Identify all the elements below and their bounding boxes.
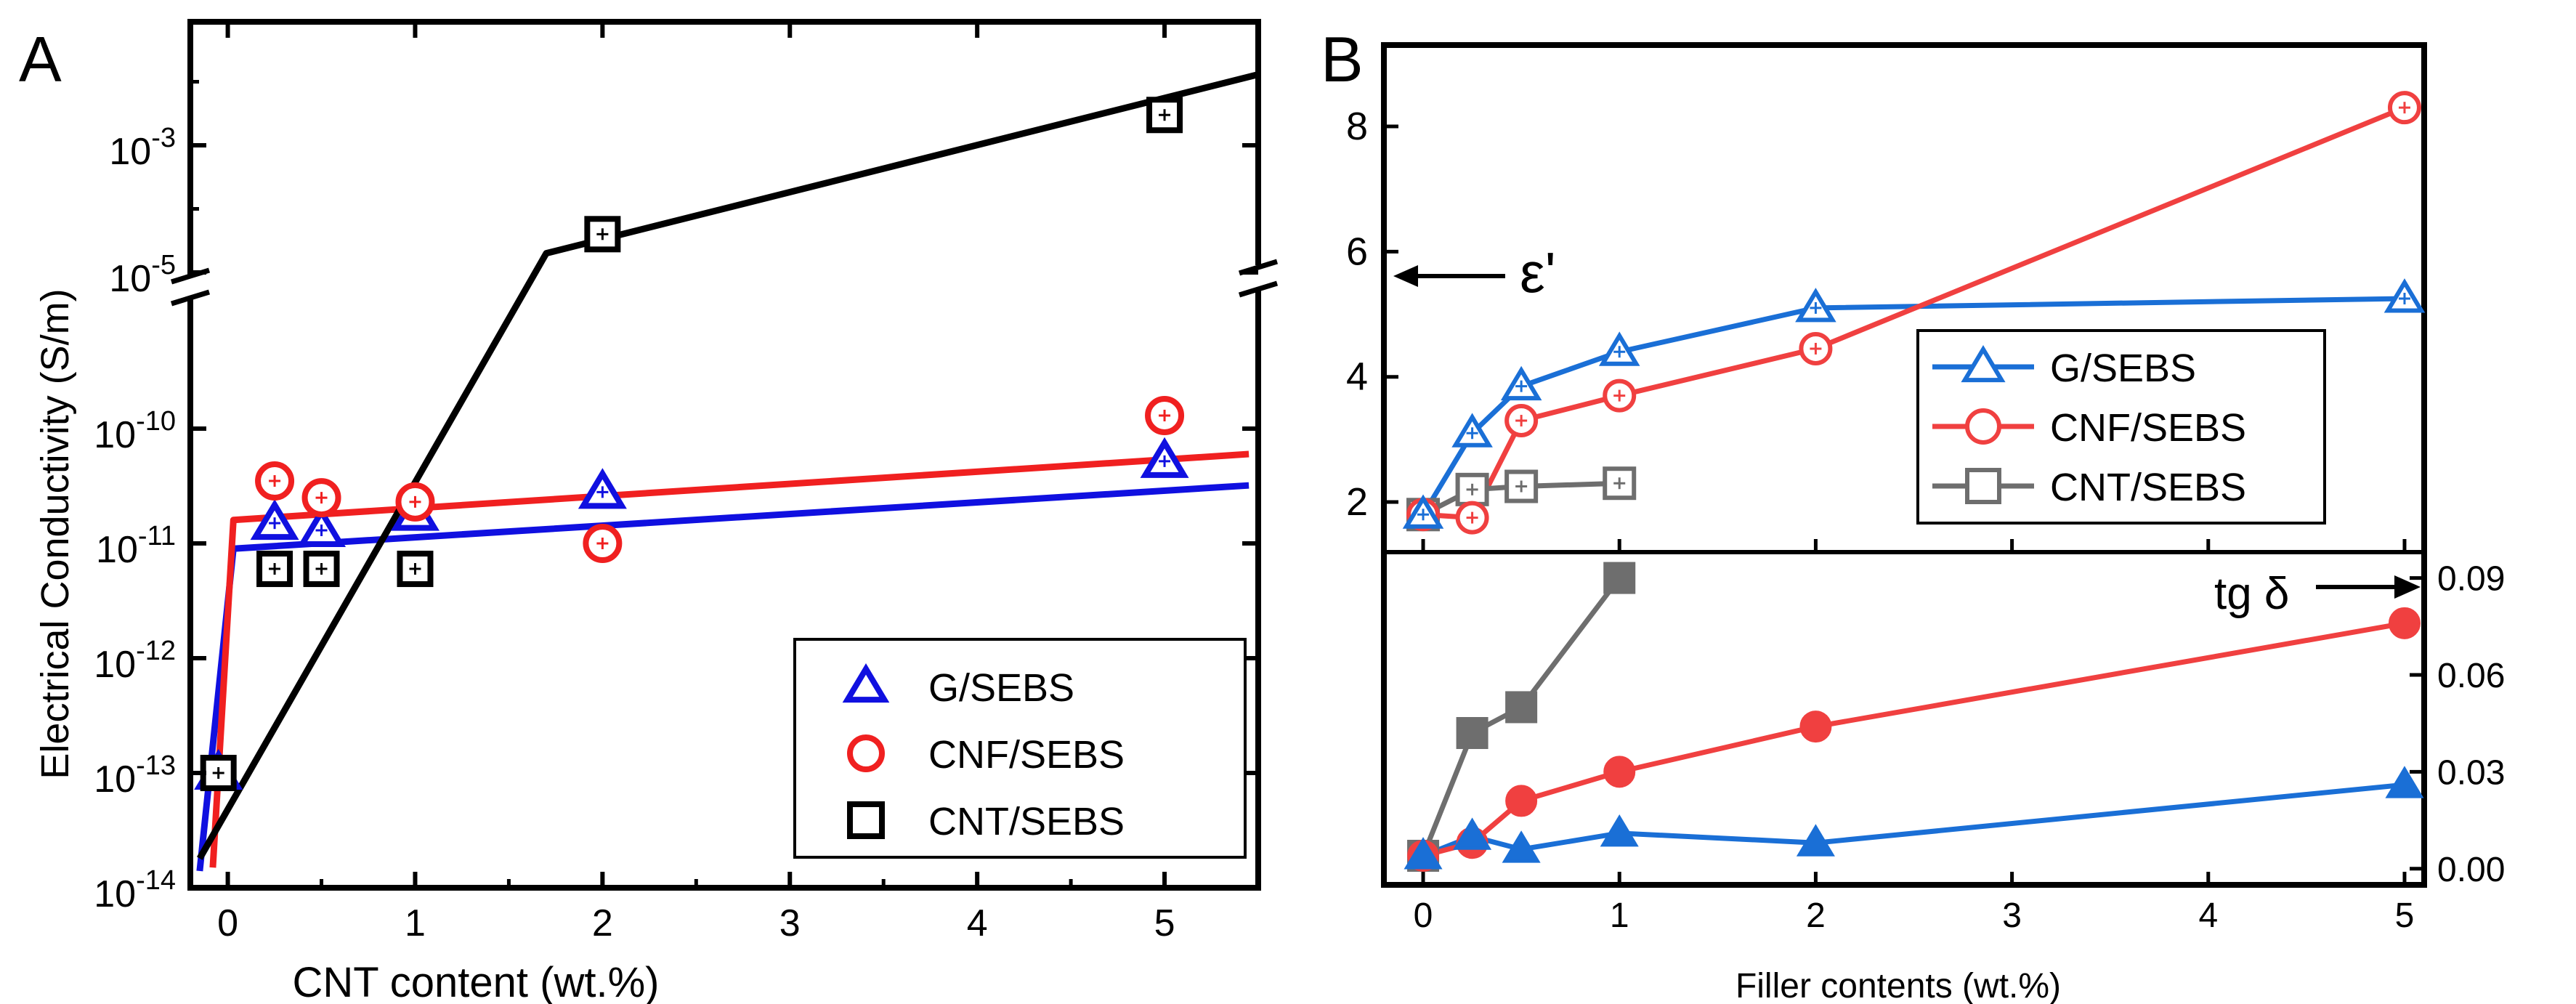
axis-break-mark — [170, 289, 211, 307]
tg-point-g-sebs — [1796, 824, 1835, 857]
legend-marker — [842, 663, 890, 703]
x-tick-label: 3 — [779, 902, 801, 944]
epsilon-arrow-annotation: ε' — [1393, 240, 1556, 304]
y-tick-label-left: 4 — [1346, 355, 1368, 399]
legend-marker — [1965, 408, 2001, 445]
y-tick-label: 10-12 — [94, 636, 176, 686]
tg-line-cnf-sebs — [1422, 620, 2405, 859]
y-tick-label: 10-5 — [109, 250, 176, 300]
tg-line-cnt-sebs — [1420, 576, 1622, 857]
tg-point-cnt-sebs — [1603, 562, 1636, 594]
panel-a-legend: G/SEBS CNF/SEBS CNT/SEBS — [793, 638, 1247, 859]
y-tick-label: 10-11 — [96, 521, 176, 571]
data-point-cnt-sebs — [1146, 97, 1183, 134]
y-tick-label-right: 0.09 — [2437, 560, 2505, 599]
tg-point-g-sebs — [1502, 830, 1541, 863]
eps-line-cnt-sebs — [1422, 480, 1620, 517]
x-tick-label: 0 — [1414, 896, 1433, 935]
y-tick-label: 10-10 — [94, 406, 176, 456]
x-tick-label: 3 — [2002, 896, 2022, 935]
legend-label: CNF/SEBS — [928, 733, 1125, 777]
x-tick-label: 2 — [592, 902, 613, 944]
epsilon-label: ε' — [1520, 240, 1556, 304]
panel-a-label: A — [19, 23, 62, 95]
y-tick-label-left: 6 — [1346, 230, 1368, 273]
panel-b-x-axis-title: Filler contents (wt.%) — [1735, 967, 2061, 1004]
tg-point-cnf-sebs — [1505, 785, 1538, 817]
y-tick-label: 10-13 — [94, 750, 176, 801]
legend-label: G/SEBS — [928, 666, 1074, 710]
tg-delta-label: tg δ — [2214, 569, 2289, 619]
x-tick-label: 2 — [1806, 896, 1826, 935]
tg-point-g-sebs — [1600, 814, 1639, 847]
legend-marker — [847, 801, 885, 839]
x-tick-label: 5 — [1154, 902, 1175, 944]
fit-line-cnt-sebs — [196, 71, 1260, 860]
panel-b-label: B — [1321, 23, 1364, 95]
x-tick-label: 1 — [1610, 896, 1629, 935]
data-point-cnt-sebs — [584, 216, 621, 253]
panel-a-x-axis-title: CNT content (wt.%) — [293, 959, 660, 1004]
tg-point-cnt-sebs — [1456, 717, 1489, 750]
y-tick-label-right: 0.00 — [2437, 851, 2505, 889]
tg-point-g-sebs — [2385, 766, 2424, 798]
y-tick-label-left: 2 — [1346, 480, 1368, 524]
tg-point-cnt-sebs — [1505, 691, 1538, 724]
tg-point-cnf-sebs — [1603, 756, 1636, 788]
eps-point-cnt-sebs — [1603, 466, 1637, 501]
legend-marker — [1961, 344, 2006, 383]
tg-point-cnf-sebs — [1799, 711, 1832, 743]
x-tick-label: 1 — [405, 902, 426, 944]
tg-delta-arrow-annotation: tg δ — [2214, 569, 2421, 619]
x-tick-label: 4 — [2198, 896, 2218, 935]
panel-b-legend: G/SEBS CNF/SEBS CNT/SEBS — [1916, 329, 2326, 525]
tg-point-cnf-sebs — [2388, 607, 2421, 639]
y-tick-label-right: 0.03 — [2437, 753, 2505, 792]
x-tick-label: 0 — [217, 902, 238, 944]
axis-break-mark — [1238, 280, 1279, 298]
legend-label: CNT/SEBS — [928, 800, 1125, 843]
legend-marker — [1965, 468, 2001, 504]
x-tick-label: 5 — [2395, 896, 2415, 935]
y-tick-label-right: 0.06 — [2437, 657, 2505, 695]
tg-line-g-sebs — [1422, 782, 2405, 859]
panel-a: A 0 1 2 3 4 5 10-14 10-13 10-12 10-11 10-10 10-5 10-… — [19, 19, 1279, 1004]
legend-label: CNF/SEBS — [2050, 406, 2246, 450]
eps-point-cnt-sebs — [1504, 469, 1539, 503]
y-tick-label: 10-3 — [109, 123, 176, 173]
tg-point-g-sebs — [1453, 817, 1492, 850]
y-tick-label: 10-14 — [94, 865, 176, 915]
legend-label: CNT/SEBS — [2050, 466, 2246, 509]
x-tick-label: 4 — [967, 902, 988, 944]
legend-label: G/SEBS — [2050, 347, 2196, 390]
panel-a-y-axis-title: Electrical Conductivity (S/m) — [33, 288, 77, 779]
panel-b-frame — [1381, 42, 2427, 888]
legend-marker — [847, 734, 885, 772]
y-tick-label-left: 8 — [1346, 105, 1368, 148]
panel-b: B 0 1 2 3 4 5 2 4 6 8 0.00 0.03 0.06 0.09 Filler cont… — [1321, 23, 2505, 1004]
tg-point-g-sebs — [1404, 837, 1443, 870]
